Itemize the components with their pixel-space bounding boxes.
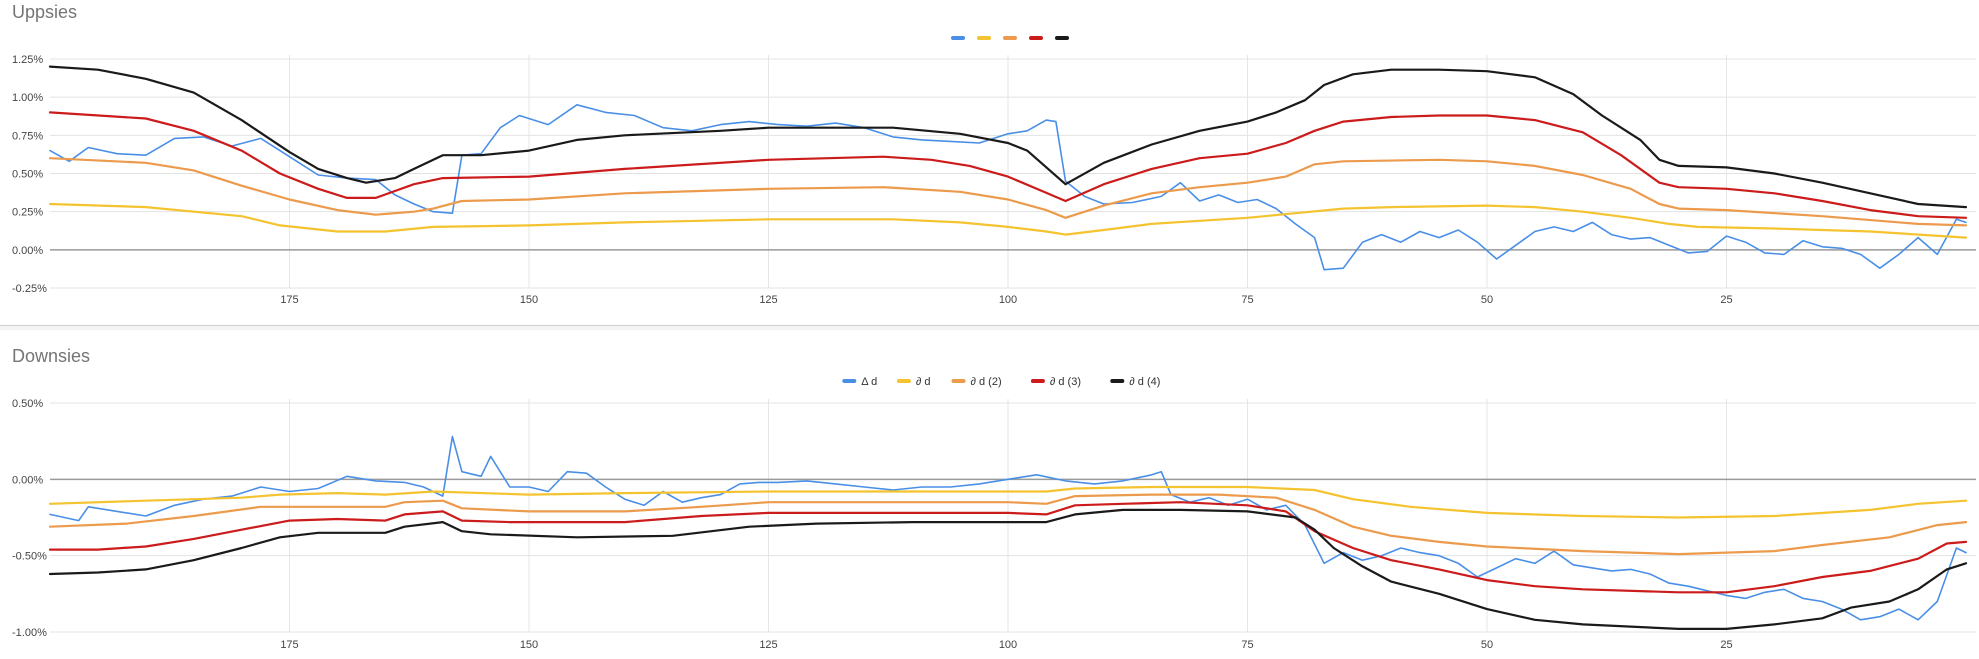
y-tick-label: 1.25% (12, 54, 43, 66)
series-line-partial-d-2 (48, 157, 1968, 227)
y-tick-label: -1.00% (12, 627, 47, 639)
x-tick-label: 25 (1720, 294, 1732, 306)
x-tick-label: 125 (759, 639, 777, 651)
series-line-delta-d (49, 435, 1967, 621)
downsies-chart-panel: Downsies 175 150 125 100 75 50 25 -1.00% -0.50% 0… (0, 330, 1979, 654)
legend-label: ∂ d (916, 376, 931, 388)
series-line-partial-d-4 (48, 65, 1968, 209)
legend-label: ∂ d (2) (971, 376, 1002, 388)
y-tick-label: 0.00% (12, 474, 43, 486)
uppsies-chart: 175 150 125 100 75 50 25 -0.25% 0.00% 0.25% 0.50% 0… (12, 36, 1976, 306)
y-tick-label: -0.25% (12, 283, 47, 295)
series-line-partial-d-2 (48, 493, 1968, 556)
series-line-partial-d-3 (48, 111, 1968, 219)
y-tick-label: 0.00% (12, 245, 43, 257)
series-line-partial-d-4 (48, 508, 1968, 630)
series-line-partial-d (48, 485, 1968, 519)
x-tick-label: 75 (1241, 639, 1253, 651)
y-tick-label: 0.25% (12, 207, 43, 219)
legend-label: Δ d (861, 376, 877, 388)
x-tick-label: 75 (1241, 294, 1253, 306)
series-line-partial-d (48, 202, 1968, 239)
x-tick-label: 100 (999, 639, 1017, 651)
series-line-partial-d-3 (48, 501, 1968, 594)
x-tick-label: 50 (1481, 639, 1493, 651)
x-tick-label: 25 (1720, 639, 1732, 651)
x-tick-label: 150 (520, 294, 538, 306)
x-tick-label: 150 (520, 639, 538, 651)
y-tick-label: -0.50% (12, 551, 47, 563)
uppsies-chart-panel: Uppsies 175 150 125 100 75 50 25 -0.25% 0.00% 0.2… (0, 0, 1979, 325)
legend-label: ∂ d (4) (1129, 376, 1160, 388)
y-tick-label: 0.50% (12, 169, 43, 181)
series-line-delta-d (49, 104, 1967, 271)
x-tick-label: 175 (280, 294, 298, 306)
downsies-chart: 175 150 125 100 75 50 25 -1.00% -0.50% 0.00% 0.50%… (12, 376, 1976, 651)
x-tick-label: 100 (999, 294, 1017, 306)
y-tick-label: 0.75% (12, 130, 43, 142)
chart-title: Uppsies (12, 2, 78, 22)
legend-label: ∂ d (3) (1050, 376, 1081, 388)
chart-title: Downsies (12, 346, 91, 366)
y-tick-label: 1.00% (12, 92, 43, 104)
x-tick-label: 50 (1481, 294, 1493, 306)
x-tick-label: 125 (759, 294, 777, 306)
x-tick-label: 175 (280, 639, 298, 651)
y-tick-label: 0.50% (12, 398, 43, 410)
